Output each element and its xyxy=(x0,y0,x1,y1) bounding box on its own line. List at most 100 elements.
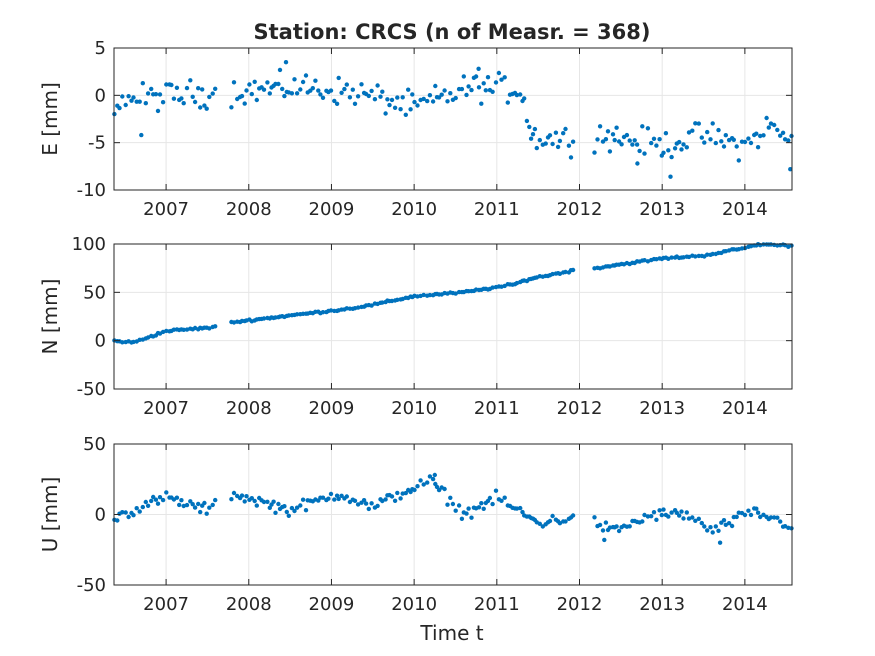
y-tick-label: -10 xyxy=(77,180,106,201)
data-point xyxy=(547,133,553,138)
data-point xyxy=(155,108,161,114)
data-point xyxy=(534,145,539,151)
data-point xyxy=(518,505,523,511)
data-point xyxy=(398,107,403,112)
data-point xyxy=(570,139,576,144)
x-tick-label: 2007 xyxy=(143,398,189,419)
data-point xyxy=(202,103,207,108)
data-point xyxy=(320,95,326,101)
data-point xyxy=(282,504,287,509)
data-point xyxy=(464,92,469,98)
data-point xyxy=(672,146,678,151)
data-point xyxy=(366,93,371,99)
data-point xyxy=(635,161,640,166)
data-point xyxy=(681,142,686,147)
data-point xyxy=(231,80,237,85)
data-point xyxy=(681,255,686,260)
data-point xyxy=(286,513,291,518)
data-point xyxy=(530,132,536,137)
data-point xyxy=(616,139,622,144)
panels-group: 2007 2008 2009 2010 2011 2012 2013 201450-5-10E… xyxy=(38,38,794,615)
data-point xyxy=(657,137,662,142)
data-point xyxy=(600,139,606,144)
data-point xyxy=(184,85,190,91)
data-point xyxy=(627,524,632,529)
data-point xyxy=(666,148,671,153)
axes-box xyxy=(113,243,793,390)
data-point xyxy=(115,518,120,523)
data-point xyxy=(392,105,398,111)
data-point xyxy=(630,142,635,147)
data-point xyxy=(748,512,754,518)
data-point xyxy=(433,83,438,89)
data-point xyxy=(624,132,630,138)
data-point xyxy=(188,78,193,83)
data-point xyxy=(280,86,285,92)
data-point xyxy=(661,507,666,512)
data-point xyxy=(780,130,786,135)
data-point xyxy=(505,100,510,105)
data-point xyxy=(645,514,651,519)
data-point xyxy=(387,102,392,108)
data-point xyxy=(261,87,267,92)
data-point xyxy=(289,505,295,511)
data-point xyxy=(469,515,474,520)
data-point xyxy=(210,91,215,96)
data-point xyxy=(344,494,349,499)
data-point xyxy=(352,101,358,107)
data-point xyxy=(754,131,759,136)
data-point xyxy=(543,141,548,146)
data-point xyxy=(764,115,769,121)
data-point xyxy=(734,144,739,149)
data-point xyxy=(568,155,574,160)
data-point xyxy=(690,515,695,520)
data-point xyxy=(140,504,145,510)
data-point xyxy=(448,495,453,500)
data-point xyxy=(244,88,249,93)
data-point xyxy=(372,97,378,102)
y-tick-label: 100 xyxy=(72,234,106,255)
data-point xyxy=(748,140,754,146)
data-point xyxy=(736,510,741,515)
data-point xyxy=(445,99,450,104)
x-axis-label: Time t xyxy=(419,621,483,645)
data-point xyxy=(442,88,447,93)
data-point xyxy=(239,93,245,99)
data-point xyxy=(207,94,212,100)
data-point xyxy=(699,520,704,526)
x-tick-label: 2014 xyxy=(722,594,768,615)
data-point xyxy=(502,75,507,80)
data-point xyxy=(418,478,423,483)
x-tick-label: 2012 xyxy=(557,398,603,419)
data-point xyxy=(164,328,169,334)
data-point xyxy=(607,149,613,154)
data-point xyxy=(758,133,763,139)
data-point xyxy=(145,91,151,96)
data-point xyxy=(339,90,344,96)
data-point xyxy=(654,517,659,522)
data-point xyxy=(466,84,471,89)
data-point xyxy=(600,528,606,533)
data-point xyxy=(612,137,617,143)
data-point xyxy=(123,102,128,108)
data-point xyxy=(459,86,465,92)
y-axis-label: U [mm] xyxy=(38,477,62,553)
data-point xyxy=(592,515,597,520)
data-point xyxy=(563,269,568,275)
data-point xyxy=(716,127,721,133)
data-point xyxy=(677,513,682,518)
data-point xyxy=(294,312,300,317)
data-point xyxy=(375,83,380,88)
data-point xyxy=(252,498,257,504)
data-point xyxy=(425,98,430,104)
data-point xyxy=(242,499,247,504)
data-point xyxy=(778,519,783,524)
data-point xyxy=(298,87,303,92)
data-point xyxy=(383,497,388,502)
x-tick-label: 2011 xyxy=(474,199,520,220)
data-point xyxy=(522,96,527,101)
data-point xyxy=(344,82,349,87)
data-point xyxy=(710,530,715,535)
y-tick-label: 50 xyxy=(83,434,106,455)
x-tick-label: 2010 xyxy=(391,398,437,419)
